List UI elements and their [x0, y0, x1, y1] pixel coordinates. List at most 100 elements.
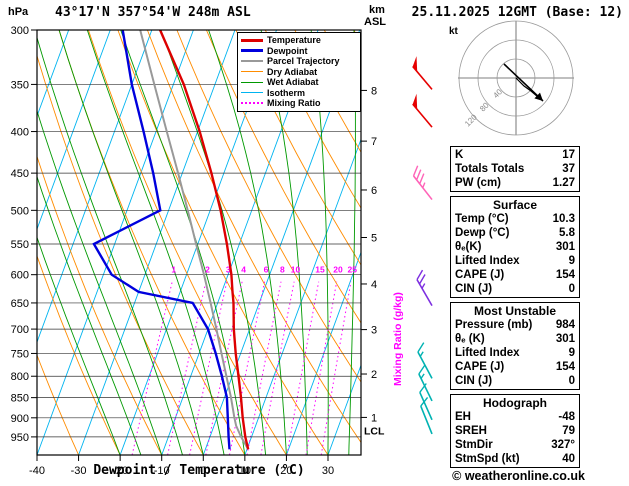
table-row: Temp (°C) 10.3: [451, 212, 579, 226]
svg-text:-40: -40: [29, 465, 45, 477]
svg-text:10: 10: [239, 465, 251, 477]
row-value: 327°: [551, 439, 575, 451]
svg-text:LCL: LCL: [364, 426, 385, 438]
row-value: 0: [568, 283, 575, 295]
row-label: Lifted Index: [455, 347, 520, 359]
row-value: 5.8: [559, 227, 575, 239]
svg-text:3: 3: [371, 325, 377, 337]
row-value: -48: [558, 411, 575, 423]
svg-text:2: 2: [205, 265, 210, 275]
svg-text:25: 25: [348, 265, 358, 275]
svg-text:3: 3: [226, 265, 231, 275]
row-label: EH: [455, 411, 471, 423]
svg-text:2: 2: [371, 369, 377, 381]
table-row: SREH 79: [451, 424, 579, 438]
svg-text:40: 40: [491, 87, 504, 100]
svg-text:30: 30: [322, 465, 334, 477]
table-row: Lifted Index 9: [451, 254, 579, 268]
row-label: CAPE (J): [455, 361, 505, 373]
row-value: 301: [555, 333, 575, 345]
row-label: Totals Totals: [455, 163, 525, 175]
table-row: K 17: [451, 148, 579, 162]
sounding-profiles: [92, 30, 250, 450]
svg-text:750: 750: [11, 348, 29, 360]
legend-item: Dry Adiabat: [241, 67, 357, 78]
row-value: 301: [555, 241, 575, 253]
legend-swatch: [241, 102, 263, 105]
row-value: 154: [555, 361, 575, 373]
legend-swatch: [241, 71, 263, 73]
row-label: CAPE (J): [455, 269, 505, 281]
svg-text:900: 900: [11, 413, 29, 425]
plot-border: [36, 29, 362, 456]
legend-label: Isotherm: [267, 87, 306, 98]
svg-text:20: 20: [280, 465, 292, 477]
temperature-line: [158, 30, 250, 450]
table-row: θₑ (K) 301: [451, 332, 579, 346]
svg-text:-10: -10: [154, 465, 170, 477]
datetime-title: 25.11.2025 12GMT (Base: 12): [411, 5, 623, 20]
indices-box: Hodograph EH -48 SREH 79 StmDir 327° StmSpd (kt…: [450, 394, 580, 468]
dewpoint-line: [92, 30, 231, 450]
svg-text:6: 6: [264, 265, 269, 275]
row-label: Pressure (mb): [455, 319, 533, 331]
table-row: Lifted Index 9: [451, 346, 579, 360]
legend-item: Dewpoint: [241, 46, 357, 57]
table-row: CIN (J) 0: [451, 282, 579, 296]
wind-barbs: [412, 56, 433, 435]
svg-text:15: 15: [315, 265, 325, 275]
legend-label: Dry Adiabat: [267, 66, 318, 77]
row-value: 79: [562, 425, 575, 437]
row-label: PW (cm): [455, 177, 501, 189]
svg-text:120: 120: [463, 112, 479, 128]
box-header: Surface: [492, 198, 538, 212]
row-label: K: [455, 149, 464, 161]
svg-text:6: 6: [371, 185, 377, 197]
row-value: 154: [555, 269, 575, 281]
legend-swatch: [241, 60, 263, 63]
svg-text:800: 800: [11, 371, 29, 383]
svg-text:-20: -20: [112, 465, 128, 477]
altitude-axis: 8 7 6 5 4 3 2 1 LCL: [361, 85, 385, 438]
table-row: Pressure (mb) 984: [451, 318, 579, 332]
mixing-ratio-labels: 1 2 3 4 6 8 10 15 20 25: [171, 265, 357, 275]
svg-text:kt: kt: [449, 26, 459, 37]
row-value: 0: [568, 375, 575, 387]
indices-box: Most Unstable Pressure (mb) 984 θₑ (K) 301 Li…: [450, 302, 580, 390]
legend-label: Temperature: [267, 35, 321, 46]
svg-text:4: 4: [241, 265, 246, 275]
indices-box: K 17 Totals Totals 37 PW (cm) 1.27: [450, 146, 580, 192]
mixing-ratio-axis-label: Mixing Ratio (g/kg): [392, 292, 404, 386]
legend-item: Mixing Ratio: [241, 98, 357, 109]
temperature-axis: -40 -30 -20 -10 0 10 20 30: [29, 455, 334, 477]
altitude-axis-unit-km: km: [369, 4, 385, 16]
legend-item: Parcel Trajectory: [241, 56, 357, 67]
legend-label: Mixing Ratio: [267, 98, 321, 109]
row-value: 40: [562, 453, 575, 465]
svg-text:450: 450: [11, 168, 29, 180]
storm-motion-arrow: [503, 63, 544, 102]
row-label: CIN (J): [455, 375, 493, 387]
svg-text:650: 650: [11, 298, 29, 310]
legend-swatch: [241, 92, 263, 94]
svg-text:550: 550: [11, 239, 29, 251]
row-value: 37: [562, 163, 575, 175]
svg-text:950: 950: [11, 432, 29, 444]
legend-item: Temperature: [241, 35, 357, 46]
row-value: 10.3: [552, 213, 575, 225]
table-row: StmDir 327°: [451, 438, 579, 452]
table-row: PW (cm) 1.27: [451, 176, 579, 190]
legend-swatch: [241, 81, 263, 83]
table-row: CAPE (J) 154: [451, 360, 579, 374]
svg-text:1: 1: [371, 412, 377, 424]
svg-text:80: 80: [478, 100, 491, 113]
legend-swatch: [241, 49, 263, 53]
row-value: 984: [555, 319, 575, 331]
row-value: 1.27: [552, 177, 575, 189]
row-label: Lifted Index: [455, 255, 520, 267]
svg-text:8: 8: [280, 265, 285, 275]
indices-box: Surface Temp (°C) 10.3 Dewp (°C) 5.8 θₑ(K) 301…: [450, 196, 580, 298]
legend-swatch: [241, 38, 263, 42]
row-label: CIN (J): [455, 283, 493, 295]
legend: Temperature Dewpoint Parcel Trajectory Dry …: [237, 32, 361, 112]
